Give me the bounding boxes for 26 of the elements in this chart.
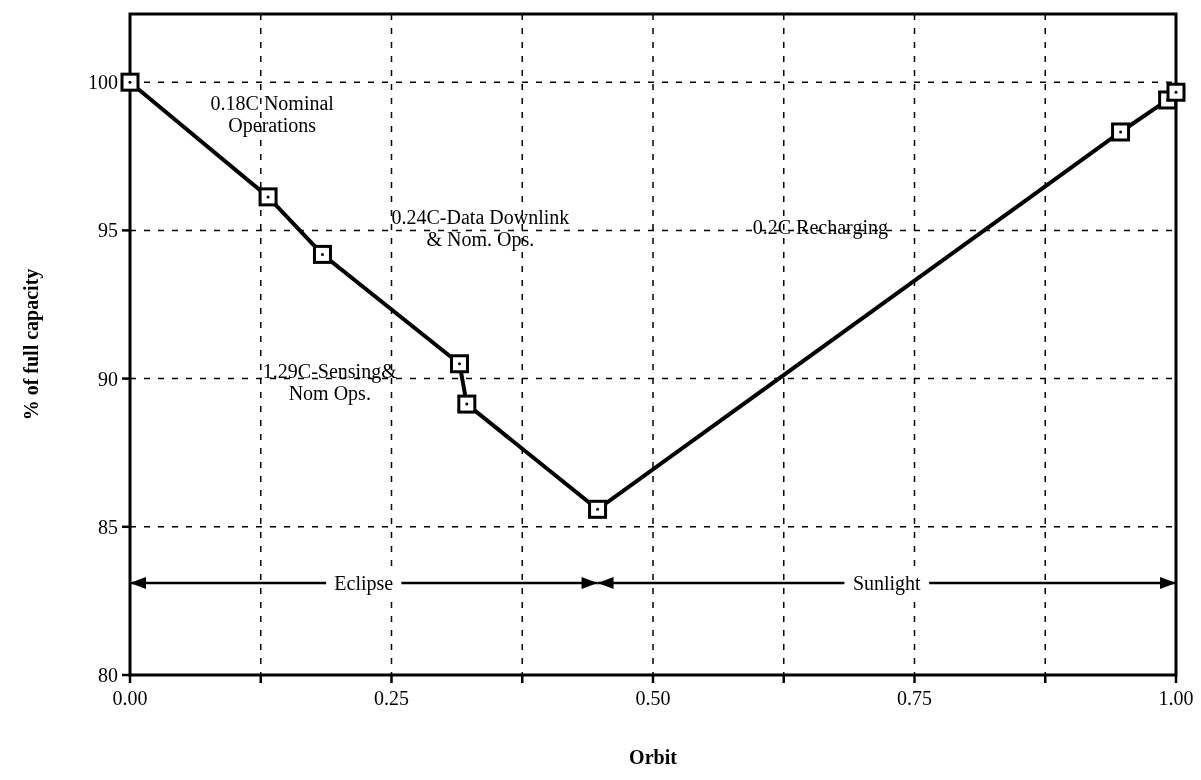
y-tick-label: 95 (98, 219, 118, 242)
point (588, 499, 608, 519)
x-tick-label: 0.50 (635, 687, 671, 709)
point (1111, 122, 1131, 142)
annotation: 0.24C-Data Downlink & Nom. Ops. (391, 206, 570, 252)
y-tick-label: 100 (88, 71, 118, 94)
annotation: Sunlight (852, 572, 922, 596)
point (1166, 82, 1186, 102)
point (312, 244, 332, 264)
annotation: 0.2C Recharging (752, 216, 888, 240)
annotation: Eclipse (334, 572, 394, 596)
y-axis-title: % of full capacity (20, 268, 43, 421)
x-tick-label: 0.00 (112, 687, 148, 709)
y-tick-label: 85 (98, 515, 118, 538)
point (120, 72, 140, 92)
y-tick-label: 90 (98, 367, 118, 390)
point (449, 354, 469, 374)
x-axis-title: Orbit (629, 746, 678, 768)
annotation: 0.18C Nominal Operations (210, 91, 335, 137)
x-tick-label: 0.75 (897, 687, 932, 709)
point (258, 187, 278, 207)
annotation: 1.29C-Sensing& Nom Ops. (262, 359, 398, 405)
y-tick-label: 80 (98, 664, 118, 686)
x-tick-label: 1.00 (1158, 687, 1194, 709)
x-tick-label: 0.25 (374, 687, 409, 709)
point (457, 394, 477, 414)
